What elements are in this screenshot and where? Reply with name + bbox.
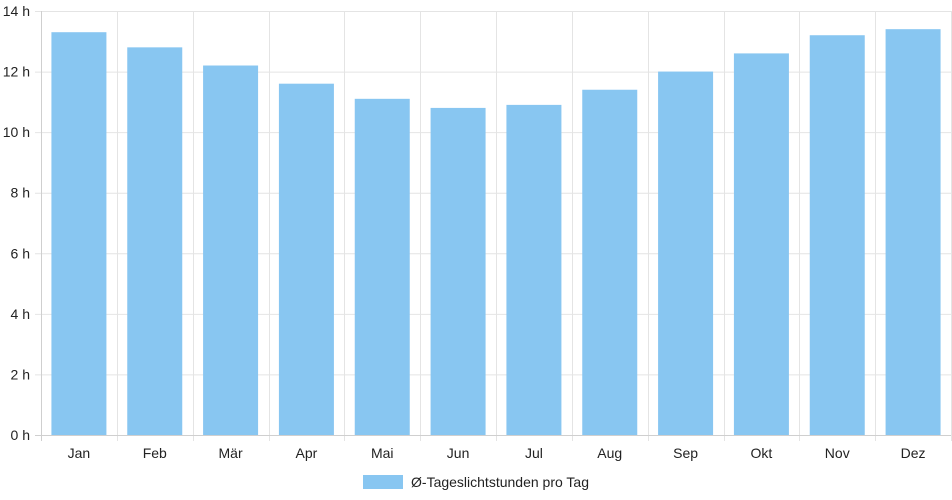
- bar-aug[interactable]: [582, 89, 638, 435]
- bar-okt[interactable]: [733, 53, 789, 436]
- y-tick-label: 0 h: [11, 427, 30, 443]
- y-tick-label: 2 h: [11, 366, 30, 382]
- bar-sep[interactable]: [658, 71, 714, 436]
- x-tick-label: Okt: [751, 445, 773, 461]
- y-tick-label: 8 h: [11, 185, 30, 201]
- x-axis-ticks: Jan Feb Mär Apr Mai Jun Jul Aug Sep Okt Nov Dez: [68, 445, 926, 461]
- legend-swatch: [363, 475, 404, 489]
- bar-apr[interactable]: [278, 83, 334, 435]
- bar-nov[interactable]: [809, 35, 865, 435]
- x-tick-label: Feb: [143, 445, 167, 461]
- y-tick-label: 12 h: [3, 64, 30, 80]
- x-tick-label: Jun: [447, 445, 470, 461]
- bar-dez[interactable]: [885, 29, 941, 436]
- x-tick-label: Sep: [673, 445, 698, 461]
- axes: [35, 11, 951, 441]
- y-tick-label: 14 h: [3, 3, 30, 19]
- bars: [51, 29, 941, 436]
- y-tick-label: 4 h: [11, 306, 30, 322]
- bar-feb[interactable]: [127, 47, 183, 435]
- x-tick-label: Apr: [296, 445, 318, 461]
- grid-lines: [35, 11, 952, 441]
- bar-mai[interactable]: [354, 98, 410, 435]
- x-tick-label: Jan: [68, 445, 91, 461]
- bar-mär[interactable]: [203, 65, 259, 435]
- bar-jul[interactable]: [506, 104, 562, 435]
- y-tick-label: 10 h: [3, 124, 30, 140]
- y-tick-label: 6 h: [11, 245, 30, 261]
- legend-label: Ø-Tageslichtstunden pro Tag: [411, 474, 589, 490]
- bar-jun[interactable]: [430, 107, 486, 436]
- bar-jan[interactable]: [51, 32, 107, 435]
- x-tick-label: Mär: [219, 445, 243, 461]
- y-axis-ticks: 0 h 2 h 4 h 6 h 8 h 10 h 12 h 14 h: [3, 3, 30, 443]
- x-tick-label: Mai: [371, 445, 394, 461]
- x-tick-label: Dez: [901, 445, 926, 461]
- x-tick-label: Nov: [825, 445, 850, 461]
- x-tick-label: Aug: [597, 445, 622, 461]
- legend[interactable]: Ø-Tageslichtstunden pro Tag: [0, 470, 952, 494]
- x-tick-label: Jul: [525, 445, 543, 461]
